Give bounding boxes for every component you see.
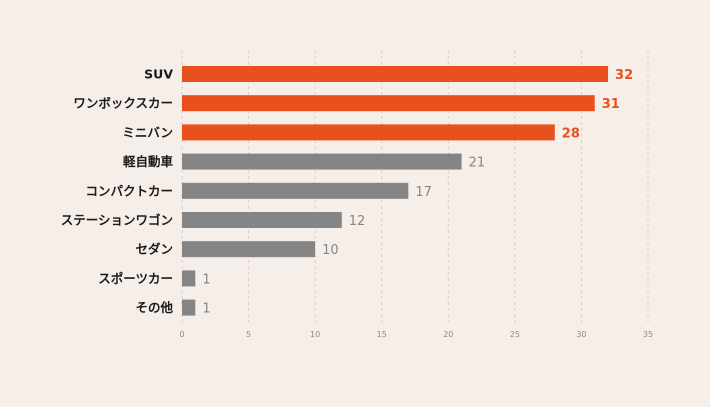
- value-label: 10: [322, 243, 339, 258]
- x-tick-label: 10: [310, 330, 320, 339]
- bar: [182, 124, 555, 141]
- value-label: 17: [415, 185, 432, 200]
- category-label: 軽自動車: [123, 154, 174, 169]
- bar: [182, 182, 409, 199]
- value-label: 21: [469, 156, 486, 171]
- x-axis-ticks: 0 5 10 15 20 25 30 35: [179, 330, 653, 339]
- x-tick-label: 5: [246, 330, 251, 339]
- value-labels: 32 31 28 21 17 12 10 1 1: [202, 68, 633, 317]
- category-label: ミニバン: [122, 125, 173, 140]
- category-label: ステーションワゴン: [61, 213, 173, 228]
- category-label: ワンボックスカー: [73, 96, 173, 111]
- value-label: 1: [202, 302, 210, 317]
- x-tick-label: 15: [377, 330, 387, 339]
- bar: [182, 66, 609, 82]
- category-label: SUV: [144, 67, 173, 82]
- x-tick-label: 0: [179, 330, 184, 339]
- value-label: 28: [562, 126, 580, 141]
- bar: [182, 270, 196, 287]
- value-label: 12: [349, 214, 366, 229]
- category-label: その他: [135, 300, 173, 315]
- bar: [182, 299, 196, 316]
- category-label: コンパクトカー: [85, 183, 173, 198]
- category-label: スポーツカー: [98, 271, 173, 286]
- category-labels: SUV ワンボックスカーミニバン軽自動車コンパクトカーステーションワゴンセダンスポ…: [61, 67, 174, 316]
- bar: [182, 153, 462, 170]
- x-tick-label: 25: [510, 330, 520, 339]
- x-tick-label: 30: [576, 330, 586, 339]
- x-tick-label: 35: [643, 330, 653, 339]
- bar: [182, 95, 595, 112]
- category-label: セダン: [135, 242, 173, 257]
- bar: [182, 212, 342, 228]
- x-tick-label: 20: [443, 330, 453, 339]
- value-label: 31: [602, 97, 620, 112]
- value-label: 32: [615, 68, 633, 83]
- bars: [182, 66, 609, 316]
- value-label: 1: [202, 272, 210, 287]
- bar: [182, 241, 316, 258]
